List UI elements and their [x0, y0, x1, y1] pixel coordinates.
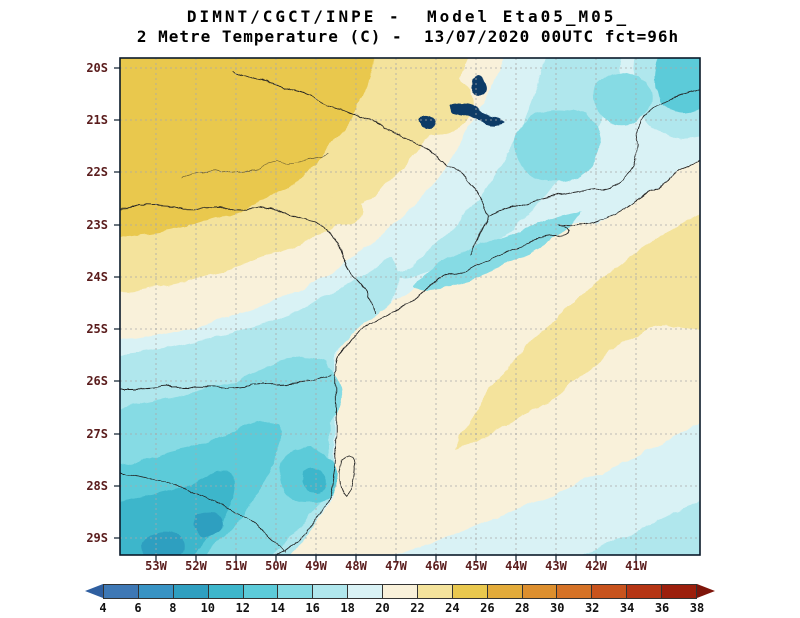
lon-tick-label: 42W [585, 559, 607, 573]
temp-region [301, 467, 326, 492]
colorbar-arrow-right [697, 584, 715, 598]
lon-tick-label: 41W [625, 559, 647, 573]
lat-tick-label: 25S [86, 322, 108, 336]
reservoir-lake [469, 76, 487, 95]
axis-ticks [114, 67, 637, 561]
colorbar-tick-label: 12 [235, 601, 250, 615]
colorbar-tick-label: 30 [550, 601, 565, 615]
colorbar-arrow-left [85, 584, 103, 598]
grid-lines [120, 58, 700, 555]
colorbar-tick-label: 32 [584, 601, 600, 615]
state-border [120, 470, 287, 553]
lon-tick-label: 50W [265, 559, 287, 573]
colorbar-segment [382, 585, 417, 598]
lon-tick-label: 51W [225, 559, 247, 573]
lon-tick-label: 45W [465, 559, 487, 573]
lon-tick-label: 43W [545, 559, 567, 573]
state-border [487, 89, 700, 217]
lon-tick-label: 49W [305, 559, 327, 573]
colorbar [85, 584, 715, 599]
colorbar-tick-label: 10 [200, 601, 216, 615]
temperature-map [114, 57, 701, 561]
colorbar-segment [172, 585, 208, 598]
temp-region [400, 422, 700, 555]
temp-region [412, 210, 582, 290]
map-frame-border [119, 57, 701, 556]
plot-title-line2: 2 Metre Temperature (C) - 13/07/2020 00U… [136, 27, 680, 46]
lon-tick-label: 53W [145, 559, 167, 573]
colorbar-segment [104, 585, 138, 598]
colorbar-tick-label: 8 [169, 601, 177, 615]
colorbar-segment [416, 585, 452, 598]
lon-tick-label: 47W [385, 559, 407, 573]
colorbar-tick-label: 36 [654, 601, 670, 615]
colorbar-tick-label: 34 [619, 601, 635, 615]
lat-tick-label: 21S [86, 113, 108, 127]
colorbar-tick-label: 28 [515, 601, 530, 615]
colorbar-segment [451, 585, 487, 598]
colorbar-tick-label: 26 [480, 601, 495, 615]
colorbar-segment [137, 585, 173, 598]
colorbar-tick-label: 20 [375, 601, 390, 615]
temp-region [586, 499, 700, 555]
colorbar-tick-label: 24 [445, 601, 460, 615]
lon-tick-label: 44W [505, 559, 527, 573]
temp-region [654, 58, 700, 114]
river-line [179, 153, 331, 179]
colorbar-segment [521, 585, 557, 598]
plot-title-line1: DIMNT/CGCT/INPE - Model Eta05_M05_ [186, 7, 630, 26]
colorbar-segment [556, 585, 592, 598]
colorbar-tick-label: 22 [410, 601, 425, 615]
temp-region [513, 108, 601, 183]
state-border [120, 375, 333, 390]
colorbar-segment [277, 585, 313, 598]
lat-tick-label: 29S [86, 531, 108, 545]
lat-tick-label: 20S [86, 61, 108, 75]
state-border [231, 69, 489, 217]
island-outline [338, 458, 356, 497]
temperature-field [120, 58, 700, 555]
lat-tick-label: 23S [86, 218, 108, 232]
temp-region [593, 72, 651, 125]
temp-region [193, 512, 221, 537]
lat-tick-label: 26S [86, 374, 108, 388]
colorbar-segment [661, 585, 696, 598]
colorbar-segment [207, 585, 243, 598]
state-border [471, 215, 489, 255]
colorbar-segment [312, 585, 348, 598]
colorbar-tick-label: 6 [134, 601, 142, 615]
colorbar-tick-label: 38 [689, 601, 705, 615]
colorbar-segments [103, 584, 697, 599]
temp-region [319, 193, 365, 225]
colorbar-segment [242, 585, 278, 598]
colorbar-segment [486, 585, 522, 598]
colorbar-tick-label: 14 [270, 601, 285, 615]
colorbar-segment [626, 585, 661, 598]
temp-region [455, 213, 700, 450]
lat-tick-label: 27S [86, 427, 108, 441]
lon-tick-label: 48W [345, 559, 367, 573]
temp-region [143, 531, 184, 555]
temp-region [120, 58, 377, 238]
temp-region [395, 69, 473, 137]
reservoir-lake [421, 113, 437, 129]
lat-tick-label: 22S [86, 165, 108, 179]
colorbar-segment [347, 585, 382, 598]
colorbar-tick-label: 18 [340, 601, 355, 615]
colorbar-segment [591, 585, 627, 598]
lat-tick-label: 28S [86, 479, 108, 493]
lon-tick-label: 52W [185, 559, 207, 573]
state-border [120, 206, 375, 315]
lat-tick-label: 24S [86, 270, 108, 284]
colorbar-tick-label: 4 [99, 601, 107, 615]
lon-tick-label: 46W [425, 559, 447, 573]
colorbar-tick-label: 16 [305, 601, 320, 615]
